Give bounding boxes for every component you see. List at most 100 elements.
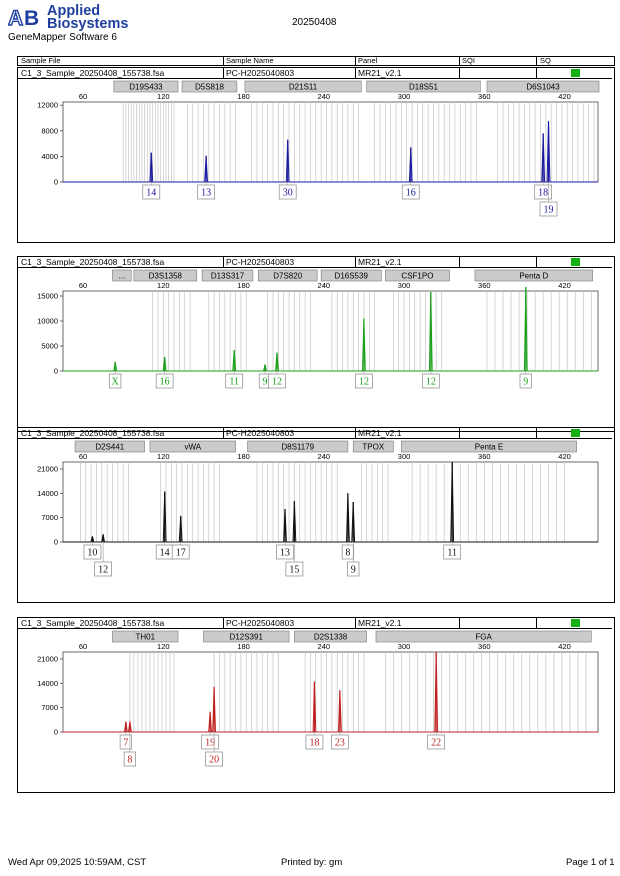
panel-sample-name: PC-H2025040803 [226, 68, 295, 78]
marker-bar[interactable] [486, 80, 600, 93]
allele-call-label: 18 [309, 738, 319, 749]
panel-panel-name: MR21_v2.1 [358, 257, 402, 267]
allele-call-box[interactable] [305, 734, 324, 750]
panel-sample-name: PC-H2025040803 [226, 428, 295, 438]
x-tick-label: 180 [237, 281, 250, 290]
allele-call-box[interactable] [268, 373, 286, 389]
x-tick-label: 240 [318, 642, 331, 651]
allele-call-label: 9 [523, 377, 528, 388]
marker-bar[interactable] [352, 440, 394, 453]
allele-call-box[interactable] [278, 184, 297, 200]
allele-call-box[interactable] [285, 561, 304, 577]
y-tick-label: 4000 [41, 152, 58, 161]
marker-bar[interactable] [247, 440, 349, 453]
x-tick-label: 180 [237, 452, 250, 461]
allele-call-box[interactable] [534, 184, 553, 200]
marker-bar[interactable] [401, 440, 577, 453]
panel-sample-file: C1_3_Sample_20250408_155738.fsa [21, 68, 165, 78]
applied-biosystems-logo: A B [7, 6, 44, 35]
allele-call-box[interactable] [401, 184, 420, 200]
panel-sample-file: C1_3_Sample_20250408_155738.fsa [21, 618, 165, 628]
marker-bar[interactable] [474, 269, 593, 282]
plot-area [62, 290, 599, 372]
plot-area [62, 461, 599, 543]
allele-call-label: 11 [447, 548, 457, 559]
x-tick-label: 300 [398, 92, 411, 101]
allele-call-box[interactable] [421, 373, 440, 389]
marker-bar[interactable] [294, 630, 367, 643]
marker-bar[interactable] [133, 269, 198, 282]
marker-bar[interactable] [320, 269, 382, 282]
allele-call-box[interactable] [155, 373, 174, 389]
y-tick-label: 5000 [41, 342, 58, 351]
x-tick-label: 120 [157, 281, 170, 290]
allele-call-label: 7 [123, 738, 128, 749]
x-tick-label: 360 [478, 642, 491, 651]
x-tick-label: 60 [79, 281, 87, 290]
brand-line-1: Applied [47, 3, 101, 19]
allele-call-box[interactable] [331, 734, 349, 750]
allele-call-box[interactable] [539, 201, 558, 217]
marker-bar[interactable] [181, 80, 238, 93]
marker-bar[interactable] [203, 630, 290, 643]
marker-label: TH01 [135, 633, 155, 642]
allele-call-box[interactable] [94, 561, 112, 577]
allele-call-label: 9 [351, 565, 356, 576]
plot-area [62, 101, 599, 183]
allele-call-label: 22 [431, 738, 441, 749]
allele-call-box[interactable] [123, 751, 136, 767]
allele-call-label: 11 [229, 377, 239, 388]
allele-call-box[interactable] [347, 561, 360, 577]
panel-info-row: C1_3_Sample_20250408_155738.fsa PC-H2025… [18, 618, 612, 629]
allele-call-label: 10 [87, 548, 97, 559]
marker-bar[interactable] [366, 80, 481, 93]
marker-bar[interactable] [113, 80, 179, 93]
sizing-quality-indicator [571, 69, 580, 77]
marker-bar[interactable] [74, 440, 145, 453]
allele-call-label: 15 [289, 565, 299, 576]
y-tick-label: 21000 [37, 464, 58, 473]
marker-bar[interactable] [149, 440, 236, 453]
electropherogram-panel-green: C1_3_Sample_20250408_155738.fsa PC-H2025… [17, 256, 615, 432]
marker-bar[interactable] [201, 269, 254, 282]
allele-call-box[interactable] [119, 734, 132, 750]
y-tick-label: 0 [54, 178, 58, 187]
allele-call-box[interactable] [197, 184, 215, 200]
marker-label: D13S317 [211, 272, 245, 281]
panel-panel-name: MR21_v2.1 [358, 428, 402, 438]
allele-call-label: 12 [359, 377, 369, 388]
marker-label: ... [119, 272, 126, 281]
allele-call-box[interactable] [276, 544, 294, 560]
allele-call-box[interactable] [443, 544, 462, 560]
x-tick-label: 120 [157, 642, 170, 651]
allele-call-box[interactable] [83, 544, 102, 560]
allele-call-box[interactable] [142, 184, 161, 200]
marker-bar[interactable] [112, 630, 179, 643]
marker-label: D5S818 [195, 83, 224, 92]
allele-call-label: 18 [538, 188, 548, 199]
svg-text:B: B [24, 7, 39, 30]
marker-bar[interactable] [112, 269, 132, 282]
x-tick-label: 300 [398, 452, 411, 461]
panel-sample-name: PC-H2025040803 [226, 257, 295, 267]
print-datetime: Wed Apr 09,2025 10:59AM, CST [8, 857, 147, 868]
allele-call-box[interactable] [355, 373, 373, 389]
allele-call-box[interactable] [225, 373, 244, 389]
marker-bar[interactable] [385, 269, 450, 282]
marker-bar[interactable] [244, 80, 362, 93]
trace-line [63, 286, 598, 372]
marker-label: D19S433 [129, 83, 163, 92]
allele-call-box[interactable] [109, 373, 122, 389]
marker-bar[interactable] [375, 630, 592, 643]
allele-call-box[interactable] [171, 544, 190, 560]
allele-call-box[interactable] [205, 751, 223, 767]
marker-bar[interactable] [257, 269, 318, 282]
x-tick-label: 120 [157, 92, 170, 101]
allele-call-label: 14 [160, 548, 170, 559]
x-tick-label: 420 [558, 92, 571, 101]
allele-call-box[interactable] [427, 734, 446, 750]
panel-panel-name: MR21_v2.1 [358, 68, 402, 78]
allele-call-box[interactable] [341, 544, 354, 560]
allele-call-box[interactable] [519, 373, 532, 389]
allele-call-label: 12 [98, 565, 108, 576]
